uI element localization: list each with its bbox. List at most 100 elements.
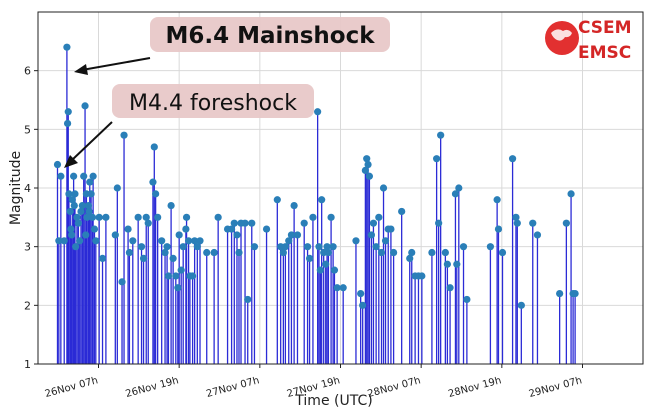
event-marker <box>339 284 347 292</box>
event-marker <box>169 254 177 262</box>
event-marker <box>459 243 468 251</box>
x-tick-label: 27Nov 07h <box>205 375 260 400</box>
event-marker <box>287 231 296 239</box>
event-marker <box>463 295 471 304</box>
event-marker <box>262 225 271 233</box>
event-marker <box>377 248 386 257</box>
event-marker <box>512 213 520 221</box>
event-marker <box>352 237 360 245</box>
event-marker <box>144 219 152 227</box>
event-marker <box>154 213 162 221</box>
mainshock-label-box <box>150 17 390 52</box>
markers <box>53 43 579 309</box>
event-marker <box>333 284 341 292</box>
y-tick-label: 4 <box>24 182 31 195</box>
event-marker <box>81 102 89 110</box>
event-marker <box>250 243 259 251</box>
event-marker <box>172 272 180 280</box>
event-marker <box>446 284 454 292</box>
event-marker <box>65 190 73 198</box>
event-marker <box>303 243 312 251</box>
event-marker <box>293 231 302 239</box>
event-marker <box>323 243 331 251</box>
event-marker <box>273 196 281 204</box>
event-marker <box>233 231 241 239</box>
foreshock-label: M4.4 foreshock <box>129 91 297 116</box>
event-marker <box>228 225 236 233</box>
event-marker <box>556 290 564 298</box>
event-marker <box>375 213 383 221</box>
logo-text-emsc: EMSC <box>578 43 631 63</box>
event-marker <box>327 213 335 221</box>
event-marker <box>567 190 575 198</box>
y-tick-label: 6 <box>24 65 31 78</box>
event-marker <box>357 290 365 298</box>
y-tick-label: 2 <box>24 299 31 312</box>
event-marker <box>85 207 93 216</box>
event-marker <box>529 219 537 227</box>
mainshock-annotation: M6.4 Mainshock <box>74 17 390 75</box>
event-marker <box>329 243 337 251</box>
event-marker <box>177 266 185 274</box>
event-marker <box>365 172 374 180</box>
event-marker <box>70 172 78 180</box>
foreshock-label-box <box>112 84 314 118</box>
event-marker <box>152 190 160 198</box>
event-marker <box>90 225 99 233</box>
event-marker <box>55 237 63 245</box>
x-tick-label: 26Nov 07h <box>44 375 99 400</box>
foreshock-arrow-head <box>64 155 78 168</box>
event-marker <box>78 202 86 210</box>
event-marker <box>513 219 521 227</box>
x-tick-label: 28Nov 19h <box>447 375 502 400</box>
event-marker <box>451 190 460 198</box>
event-marker <box>161 248 169 257</box>
event-marker <box>379 184 388 192</box>
event-marker <box>53 160 62 169</box>
event-marker <box>318 196 326 204</box>
event-marker <box>367 231 376 239</box>
event-marker <box>174 284 182 292</box>
event-marker <box>408 248 416 257</box>
x-tick-label: 26Nov 19h <box>124 375 179 400</box>
foreshock-annotation: M4.4 foreshock <box>64 84 314 168</box>
event-marker <box>455 184 463 192</box>
event-marker <box>235 248 243 257</box>
event-marker <box>167 202 175 210</box>
y-ticks: 1 2 3 4 5 6 <box>24 65 38 371</box>
event-marker <box>290 202 298 210</box>
event-marker <box>150 143 158 151</box>
event-marker <box>82 231 90 239</box>
event-marker <box>66 207 74 216</box>
event-marker <box>139 254 148 262</box>
mainshock-label: M6.4 Mainshock <box>165 23 375 49</box>
y-tick-label: 3 <box>24 241 31 254</box>
event-marker <box>315 243 323 251</box>
event-marker <box>63 119 72 128</box>
event-marker <box>285 237 293 245</box>
event-marker <box>435 219 443 227</box>
event-marker <box>387 225 395 233</box>
event-marker <box>369 219 378 227</box>
event-marker <box>498 248 507 257</box>
csem-emsc-logo: CSEM EMSC <box>545 18 632 63</box>
event-marker <box>120 131 128 139</box>
y-tick-label: 5 <box>24 123 31 136</box>
event-marker <box>125 248 134 257</box>
event-marker <box>182 225 190 233</box>
event-marker <box>73 213 81 221</box>
event-marker <box>118 278 126 286</box>
event-marker <box>84 202 93 210</box>
event-marker <box>68 231 76 239</box>
event-marker <box>88 213 97 221</box>
event-marker <box>124 225 132 233</box>
event-marker <box>95 213 103 221</box>
event-marker <box>142 213 150 221</box>
event-marker <box>363 155 371 163</box>
event-marker <box>179 243 187 251</box>
event-marker <box>67 225 75 233</box>
event-marker <box>281 243 289 251</box>
event-marker <box>189 272 197 280</box>
event-marker <box>244 295 252 304</box>
